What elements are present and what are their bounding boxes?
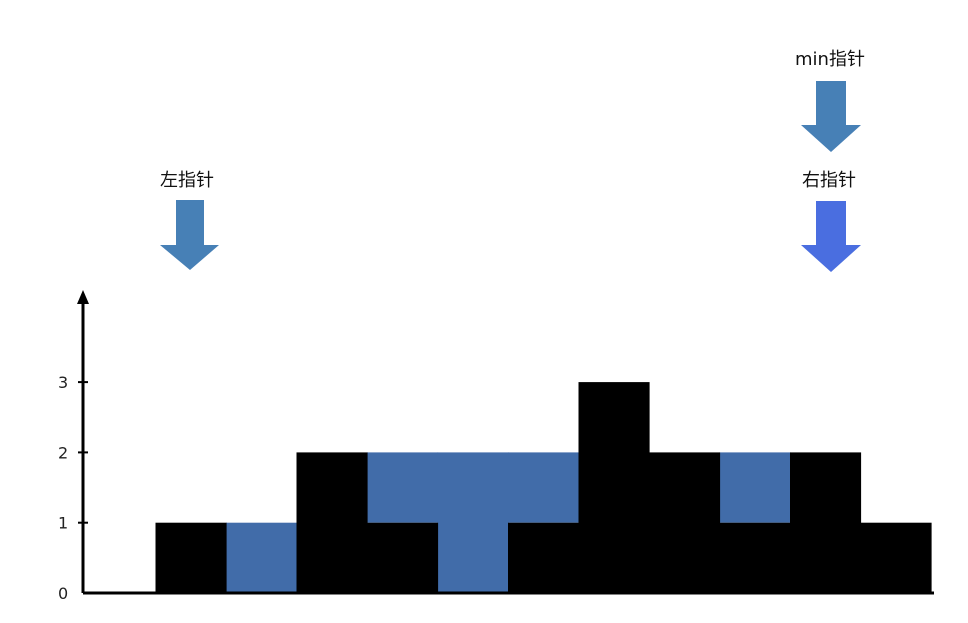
min-pointer-arrow-icon: [801, 81, 861, 152]
bar: [155, 522, 227, 593]
y-tick-label: 2: [58, 443, 68, 462]
axes: [77, 290, 934, 595]
left-pointer-arrow-icon: [160, 200, 219, 270]
bar: [578, 382, 650, 593]
water-cell: [437, 452, 509, 593]
y-axis-arrow-icon: [77, 290, 89, 304]
water-cell: [508, 452, 580, 523]
y-tick-label: 1: [58, 514, 68, 533]
right-pointer-label: 右指针: [802, 170, 856, 191]
bar: [860, 522, 932, 593]
water-cell: [367, 452, 439, 523]
y-axis-ticks: 0 1 2 3: [58, 373, 88, 603]
water-layer: [226, 452, 791, 593]
bar-layer: [155, 382, 932, 593]
bar: [296, 452, 368, 593]
left-pointer-label: 左指针: [160, 170, 214, 191]
y-tick-label: 0: [58, 584, 68, 603]
water-cell: [226, 522, 298, 593]
min-pointer-label: min指针: [795, 49, 865, 70]
bar: [649, 452, 721, 593]
bar: [719, 522, 791, 593]
bar: [790, 452, 862, 593]
bar: [367, 522, 439, 593]
bar: [508, 522, 580, 593]
y-tick-label: 3: [58, 373, 68, 392]
right-pointer-arrow-icon: [801, 201, 861, 272]
water-cell: [719, 452, 791, 523]
